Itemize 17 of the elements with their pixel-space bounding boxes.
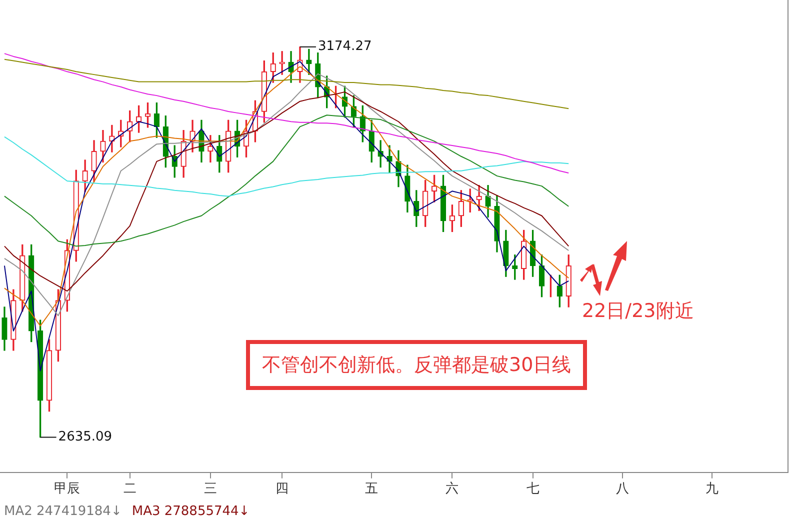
x-tick-label: 三: [204, 482, 217, 497]
x-tick-label: 七: [526, 482, 540, 497]
text: MA2 247419184↓: [4, 504, 122, 519]
candlestick: [109, 124, 115, 152]
text: MA3 278855744↓: [132, 504, 250, 519]
x-tick-label: 六: [446, 482, 459, 497]
annotation: 2635.09: [58, 430, 112, 445]
x-tick-label: 五: [365, 482, 378, 497]
x-tick-label: 九: [705, 482, 718, 497]
annotation: 22日/23附近: [582, 299, 694, 324]
x-tick-label: 八: [616, 482, 629, 497]
annotation: 3174.27: [318, 39, 372, 54]
annotation: 不管创不创新低。反弹都是破30日线: [246, 340, 588, 390]
x-tick-label: 二: [123, 482, 136, 497]
x-tick-label: 四: [276, 482, 289, 497]
candlestick: [279, 51, 285, 75]
x-tick-label: 甲辰: [54, 482, 80, 497]
